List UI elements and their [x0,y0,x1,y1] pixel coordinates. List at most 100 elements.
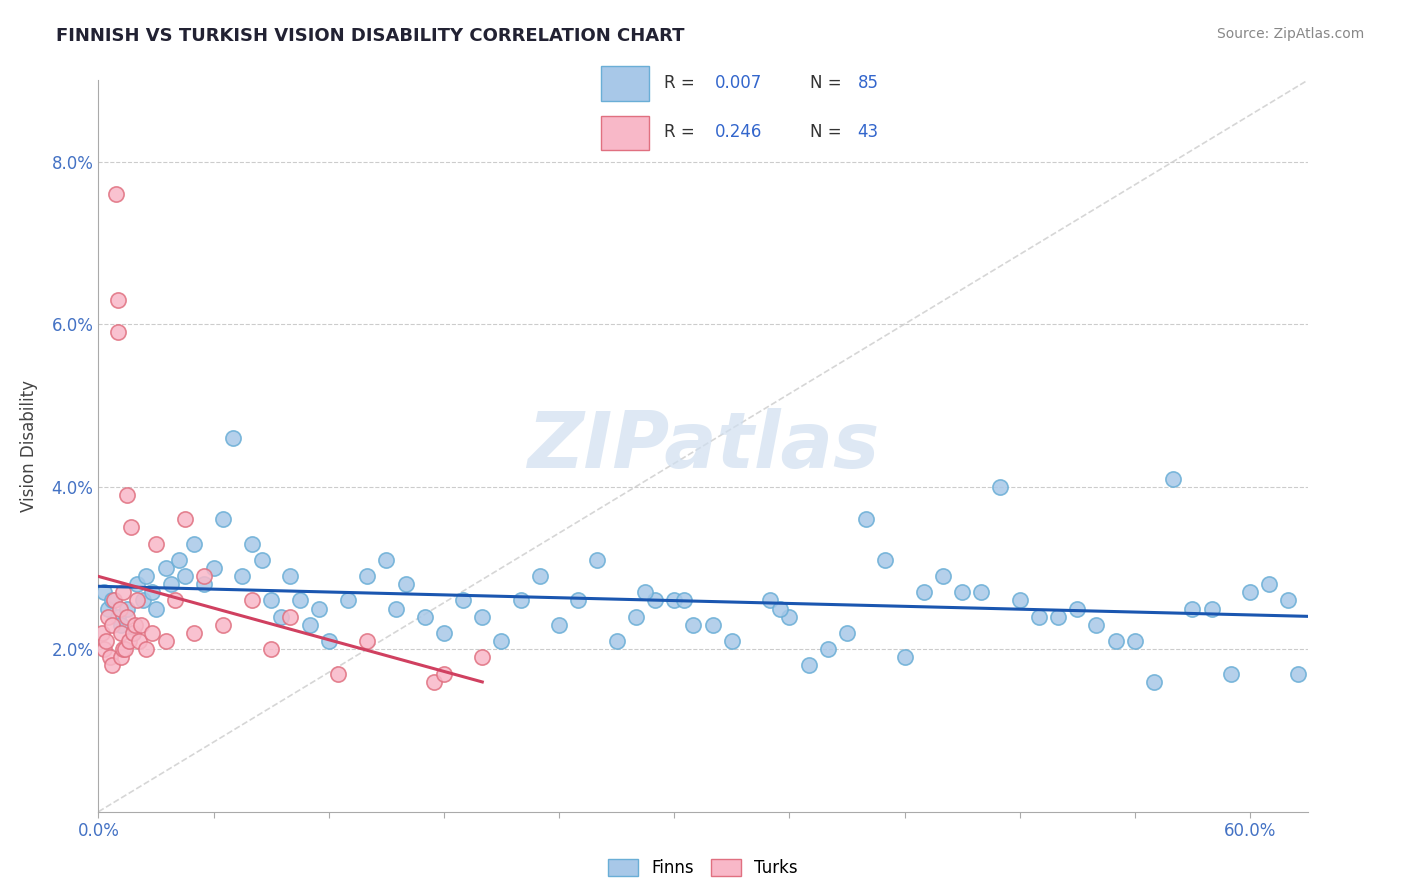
Point [125,593,148,607]
Point [173,569,195,583]
Point [160,577,183,591]
Point [1028,609,1050,624]
Point [240,593,263,607]
Point [606,634,628,648]
Point [112,585,135,599]
Point [567,593,589,607]
Point [202,561,225,575]
Point [1143,674,1166,689]
Point [118,634,141,648]
Y-axis label: Vision Disability: Vision Disability [20,380,38,512]
Point [759,593,782,607]
Point [141,626,163,640]
Point [298,617,321,632]
Point [797,658,820,673]
Point [288,593,311,607]
Point [280,609,302,624]
Point [212,512,235,526]
Point [93,585,115,599]
Point [115,601,138,615]
Point [529,569,551,583]
Point [1085,617,1108,632]
Point [893,650,915,665]
Point [950,585,973,599]
Point [131,593,153,607]
Point [1239,585,1261,599]
Point [1066,601,1088,615]
Point [280,569,302,583]
Point [875,553,897,567]
Point [94,634,117,648]
Point [433,626,456,640]
Point [97,601,120,615]
Point [155,634,177,648]
Point [433,666,456,681]
Text: N =: N = [810,75,846,93]
Legend: Finns, Turks: Finns, Turks [602,852,804,884]
Point [328,666,350,681]
Point [122,626,145,640]
FancyBboxPatch shape [602,116,650,150]
Point [135,642,157,657]
Text: R =: R = [664,75,700,93]
Point [107,609,129,624]
Point [108,601,131,615]
Point [1219,666,1241,681]
Point [720,634,742,648]
Point [193,577,215,591]
Point [183,626,205,640]
Point [835,626,858,640]
Point [1277,593,1299,607]
Point [1104,634,1126,648]
Point [990,480,1012,494]
Point [769,601,792,615]
Point [107,293,129,307]
Point [167,553,190,567]
Point [385,601,408,615]
Point [97,609,120,624]
Point [103,593,125,607]
Point [308,601,330,615]
Point [115,488,138,502]
Point [98,650,121,665]
Point [471,650,494,665]
Text: R =: R = [664,123,700,141]
Point [125,577,148,591]
Point [165,593,187,607]
Point [114,642,136,657]
Point [104,187,127,202]
Point [101,617,124,632]
Text: N =: N = [810,123,846,141]
Point [394,577,416,591]
Point [193,569,215,583]
Point [1047,609,1070,624]
Point [124,617,146,632]
Point [101,658,124,673]
Point [682,617,704,632]
Point [270,609,292,624]
Point [318,634,340,648]
Point [1201,601,1223,615]
Point [1258,577,1281,591]
Point [183,536,205,550]
Text: ZIPatlas: ZIPatlas [527,408,879,484]
Point [231,569,253,583]
Point [155,561,177,575]
Point [260,593,283,607]
Point [1008,593,1031,607]
Point [586,553,609,567]
Point [356,569,378,583]
Point [141,585,163,599]
Point [1286,666,1309,681]
Point [702,617,724,632]
Point [1181,601,1204,615]
Point [855,512,877,526]
FancyBboxPatch shape [602,66,650,101]
Point [817,642,839,657]
Point [970,585,993,599]
Point [93,642,115,657]
Point [260,642,283,657]
Point [110,617,132,632]
Point [423,674,446,689]
Point [336,593,359,607]
